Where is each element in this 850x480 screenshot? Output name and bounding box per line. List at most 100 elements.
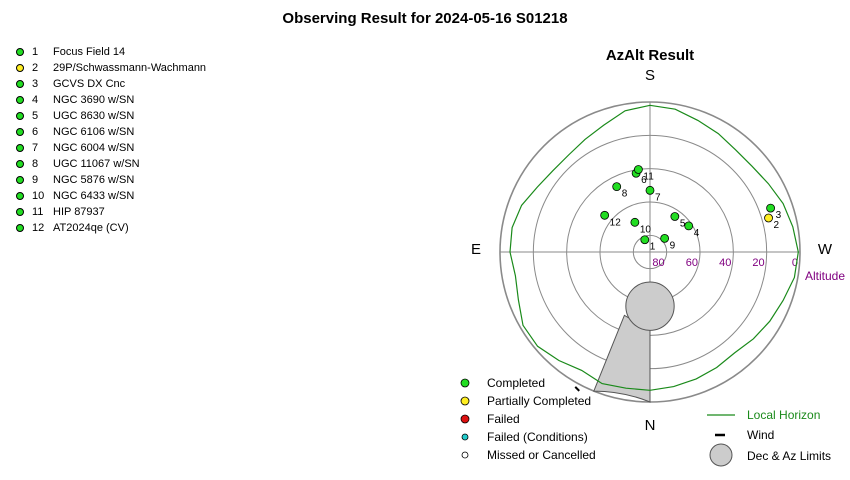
horizon-layer [509, 104, 799, 392]
target-name: 29P/Schwassmann-Wachmann [53, 62, 207, 74]
target-name: NGC 3690 w/SN [53, 94, 135, 106]
direction-right: W [818, 241, 833, 258]
target-point-label: 3 [776, 210, 782, 221]
target-point [645, 185, 655, 195]
status-dot-icon [16, 64, 24, 72]
target-point [670, 212, 680, 221]
target-number: 11 [32, 206, 44, 218]
target-point [600, 210, 610, 220]
legend-label: Failed (Conditions) [487, 430, 588, 444]
status-dot-icon [16, 192, 24, 200]
page-title: Observing Result for 2024-05-16 S01218 [282, 10, 568, 27]
target-point-label: 8 [622, 189, 628, 200]
target-number: 2 [32, 62, 39, 74]
target-name: NGC 6004 w/SN [53, 142, 135, 154]
status-dot-icon [16, 128, 24, 136]
legend-label: Completed [487, 376, 545, 390]
status-dot-icon [16, 208, 24, 216]
target-number: 3 [32, 78, 39, 90]
list-item: 2 29P/Schwassmann-Wachmann [14, 60, 206, 76]
status-dot-icon [16, 80, 24, 88]
list-item: 3 GCVS DX Cnc [14, 76, 206, 92]
direction-top: S [645, 67, 655, 84]
direction-left: E [471, 241, 481, 258]
direction-bottom: N [645, 417, 656, 434]
target-number: 7 [32, 142, 39, 154]
target-point [684, 221, 694, 231]
altitude-tick-label: 40 [719, 257, 731, 269]
wind-marker [574, 386, 580, 392]
local-horizon-line [509, 104, 799, 391]
target-point-label: 5 [680, 219, 686, 230]
list-item: 9 NGC 5876 w/SN [14, 172, 206, 188]
target-point [612, 182, 622, 192]
legend-marker-icon [461, 433, 469, 441]
target-name: NGC 5876 w/SN [53, 174, 135, 186]
status-dot-icon [16, 96, 24, 104]
list-item: 8 UGC 11067 w/SN [14, 156, 206, 172]
target-point-label: 11 [643, 171, 654, 182]
legend-marker-icon [460, 378, 470, 388]
target-name: Focus Field 14 [53, 46, 126, 58]
legend: Completed Partially Completed Failed Failed… [460, 376, 831, 467]
list-item: 12 AT2024qe (CV) [14, 220, 206, 236]
target-point-label: 6 [641, 175, 647, 186]
dec-limit-region [625, 281, 675, 331]
target-point-label: 7 [655, 192, 661, 203]
legend-limits-label: Dec & Az Limits [747, 449, 831, 463]
limits-layer [593, 281, 675, 403]
status-dot-icon [16, 144, 24, 152]
legend-label: Partially Completed [487, 394, 591, 408]
altitude-tick-label: 20 [752, 257, 764, 269]
target-name: NGC 6433 w/SN [53, 190, 135, 202]
altitude-tick-label: 0 [792, 257, 798, 269]
target-name: UGC 11067 w/SN [53, 158, 140, 170]
legend-marker-icon [460, 396, 470, 406]
target-number: 1 [32, 46, 39, 58]
target-point [630, 217, 640, 227]
list-item: 1 Focus Field 14 [14, 44, 206, 60]
legend-label: Failed [487, 412, 520, 426]
target-point-label: 1 [650, 242, 656, 253]
altitude-axis-label: Altitude [805, 269, 845, 283]
target-point-label: 2 [774, 220, 780, 231]
target-name: AT2024qe (CV) [53, 222, 129, 234]
target-point [634, 165, 643, 174]
list-item: 10 NGC 6433 w/SN [14, 188, 206, 204]
legend-marker-icon [460, 414, 470, 424]
list-item: 5 UGC 8630 w/SN [14, 108, 206, 124]
legend-marker-icon [461, 451, 469, 459]
target-point-label: 4 [694, 228, 700, 239]
status-dot-icon [16, 48, 24, 56]
target-name: HIP 87937 [53, 206, 105, 218]
legend-wind-label: Wind [747, 428, 774, 442]
altitude-tick-label: 80 [652, 257, 664, 269]
target-name: GCVS DX Cnc [53, 78, 126, 90]
target-name: NGC 6106 w/SN [53, 126, 135, 138]
target-point [660, 233, 670, 243]
legend-limits-icon [709, 443, 733, 467]
status-dot-icon [16, 160, 24, 168]
target-point [764, 213, 773, 223]
list-item: 11 HIP 87937 [14, 204, 206, 220]
chart-title: AzAlt Result [606, 47, 694, 64]
target-point [766, 203, 775, 213]
target-number: 12 [32, 222, 45, 234]
target-number: 8 [32, 158, 39, 170]
list-item: 6 NGC 6106 w/SN [14, 124, 206, 140]
target-number: 10 [32, 190, 45, 202]
status-dot-icon [16, 224, 24, 232]
altitude-tick-label: 60 [686, 257, 698, 269]
legend-label: Missed or Cancelled [487, 448, 596, 462]
target-point [640, 235, 650, 245]
status-dot-icon [16, 112, 24, 120]
target-point-label: 9 [670, 240, 676, 251]
list-item: 4 NGC 3690 w/SN [14, 92, 206, 108]
az-limit-wedge [593, 314, 651, 403]
target-number: 4 [32, 94, 39, 106]
target-point-label: 10 [640, 224, 652, 235]
list-item: 7 NGC 6004 w/SN [14, 140, 206, 156]
target-number: 9 [32, 174, 39, 186]
